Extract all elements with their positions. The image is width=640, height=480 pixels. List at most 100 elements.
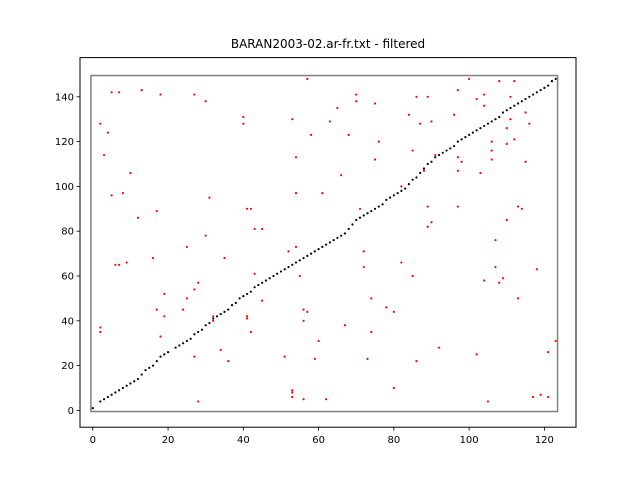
data-point bbox=[456, 156, 459, 159]
x-tick-label: 120 bbox=[535, 435, 554, 446]
data-point bbox=[422, 169, 426, 172]
data-point bbox=[411, 149, 414, 152]
data-point bbox=[328, 241, 331, 244]
data-point bbox=[498, 281, 501, 284]
data-point bbox=[460, 138, 463, 141]
data-point bbox=[159, 93, 162, 96]
data-point bbox=[343, 324, 347, 327]
x-tick-label: 100 bbox=[460, 435, 479, 446]
data-point bbox=[298, 274, 301, 278]
y-tick-label: 80 bbox=[61, 227, 74, 238]
data-point bbox=[539, 393, 542, 396]
data-point bbox=[110, 393, 113, 396]
data-point bbox=[242, 295, 245, 298]
data-point bbox=[163, 353, 166, 356]
data-point bbox=[298, 259, 301, 262]
data-point bbox=[381, 203, 384, 206]
data-point bbox=[370, 209, 373, 213]
data-point bbox=[253, 227, 256, 231]
data-point bbox=[174, 346, 177, 349]
data-point bbox=[291, 389, 294, 392]
y-tick-label: 20 bbox=[61, 361, 74, 372]
series-1 bbox=[91, 77, 557, 410]
data-point bbox=[452, 144, 456, 148]
data-point bbox=[362, 265, 365, 269]
data-point bbox=[456, 169, 459, 172]
data-point bbox=[219, 348, 222, 352]
data-point bbox=[377, 205, 380, 208]
data-point bbox=[479, 171, 482, 175]
data-point bbox=[358, 216, 362, 219]
data-point bbox=[426, 95, 429, 98]
data-point bbox=[475, 97, 478, 101]
data-point bbox=[535, 91, 538, 94]
data-point bbox=[392, 194, 395, 197]
data-point bbox=[215, 315, 219, 318]
data-point bbox=[245, 207, 249, 210]
data-point bbox=[302, 398, 305, 401]
data-point bbox=[524, 160, 527, 163]
data-point bbox=[204, 234, 207, 237]
data-point bbox=[505, 142, 508, 145]
x-tick-label: 20 bbox=[162, 435, 175, 446]
data-point bbox=[268, 277, 271, 280]
data-point bbox=[456, 88, 459, 92]
data-point bbox=[415, 360, 418, 363]
data-point bbox=[208, 321, 211, 325]
data-point bbox=[509, 106, 512, 110]
data-point bbox=[197, 330, 200, 334]
data-point bbox=[475, 129, 478, 132]
y-tick-label: 40 bbox=[61, 316, 74, 327]
data-point bbox=[554, 339, 557, 343]
data-point bbox=[249, 330, 252, 334]
data-point bbox=[385, 198, 388, 201]
data-point bbox=[264, 279, 268, 282]
data-point bbox=[219, 312, 222, 316]
data-point bbox=[483, 93, 486, 96]
data-point bbox=[490, 140, 493, 143]
data-point bbox=[163, 315, 166, 318]
data-point bbox=[238, 297, 241, 300]
series-0 bbox=[99, 77, 557, 403]
data-point bbox=[400, 261, 403, 264]
data-point bbox=[513, 104, 516, 107]
data-point bbox=[347, 227, 350, 231]
data-point bbox=[193, 288, 196, 291]
data-point bbox=[306, 310, 309, 313]
data-point bbox=[106, 131, 109, 134]
y-tick-label: 100 bbox=[55, 182, 74, 193]
data-point bbox=[430, 221, 433, 224]
data-point bbox=[388, 196, 392, 199]
data-point bbox=[136, 377, 140, 381]
data-point bbox=[279, 270, 283, 273]
data-point bbox=[129, 382, 132, 385]
data-point bbox=[302, 308, 305, 311]
data-point bbox=[129, 171, 132, 175]
data-point bbox=[212, 317, 215, 320]
data-point bbox=[445, 149, 448, 152]
data-point bbox=[494, 239, 497, 242]
data-point bbox=[373, 158, 377, 161]
data-point bbox=[193, 93, 196, 96]
data-point bbox=[415, 176, 418, 179]
data-point bbox=[223, 256, 226, 260]
x-tick-label: 40 bbox=[237, 435, 250, 446]
data-point bbox=[223, 310, 226, 313]
data-point bbox=[524, 97, 527, 101]
data-point bbox=[253, 272, 256, 275]
data-point bbox=[294, 156, 298, 159]
data-point bbox=[125, 384, 128, 387]
data-point bbox=[430, 160, 433, 163]
x-axis: 0 20 40 60 80 100 120 bbox=[90, 427, 554, 446]
data-point bbox=[516, 102, 520, 105]
data-point bbox=[313, 357, 316, 360]
data-point bbox=[306, 254, 309, 257]
data-point bbox=[426, 162, 429, 166]
data-point bbox=[505, 127, 508, 130]
data-point bbox=[498, 115, 501, 119]
data-point bbox=[554, 77, 557, 80]
data-point bbox=[261, 299, 264, 302]
data-point bbox=[366, 357, 369, 360]
data-point bbox=[509, 95, 512, 98]
data-point bbox=[155, 209, 158, 213]
